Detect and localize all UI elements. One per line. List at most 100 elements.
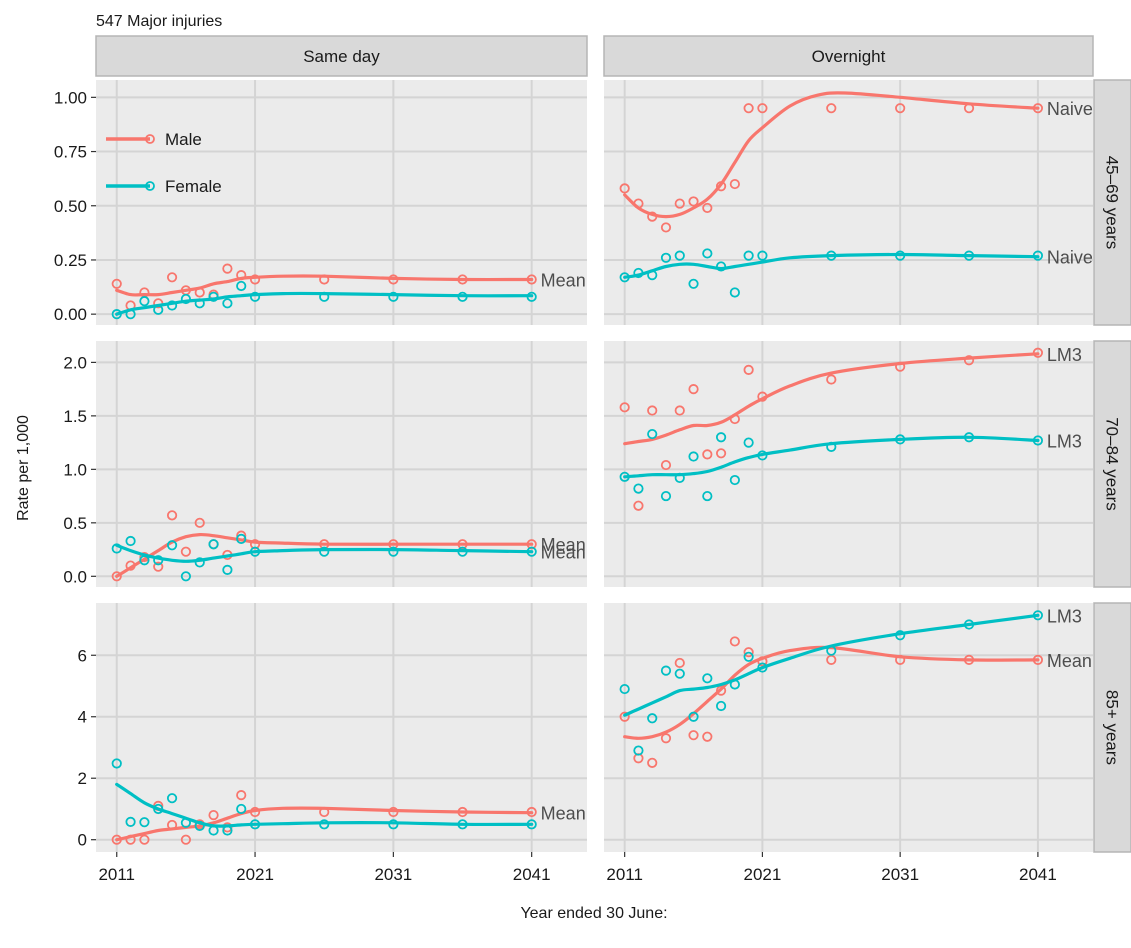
data-point-male: [757, 656, 768, 667]
data-point-female: [194, 557, 205, 568]
data-point-female: [457, 819, 468, 830]
data-point-male: [757, 103, 768, 114]
data-point-male: [249, 274, 261, 285]
data-point-male: [743, 364, 754, 375]
panel-background: [96, 603, 587, 852]
data-point-male: [619, 711, 630, 722]
row-strip-bg: [1093, 602, 1131, 853]
data-point-male: [660, 459, 672, 471]
x-tick-label: 2011: [606, 865, 643, 884]
data-point-female: [702, 248, 713, 259]
data-point-female: [125, 816, 136, 827]
data-point-male: [619, 183, 630, 194]
data-point-female: [743, 651, 754, 662]
data-point-male: [688, 196, 699, 207]
col-strip-label: Overnight: [812, 47, 886, 66]
data-point-female: [633, 745, 644, 756]
data-point-female: [729, 287, 740, 298]
data-point-female: [249, 291, 261, 302]
row-strip-label: 85+ years: [1103, 690, 1122, 765]
data-point-female: [660, 490, 672, 502]
data-point-female: [125, 309, 136, 320]
data-point-male: [702, 449, 713, 460]
data-point-female: [688, 278, 699, 289]
data-point-female: [895, 434, 906, 445]
data-point-female: [166, 300, 178, 311]
data-point-male: [743, 103, 754, 114]
data-point-male: [194, 287, 205, 298]
data-point-male: [111, 278, 122, 289]
smooth-line-male: [115, 274, 534, 297]
data-point-male: [647, 757, 658, 768]
data-point-female: [688, 451, 699, 462]
data-point-female: [236, 533, 247, 544]
smooth-line-male: [115, 806, 534, 842]
panel-background: [604, 80, 1093, 325]
data-point-female: [194, 298, 205, 309]
data-point-female: [895, 250, 906, 261]
y-tick-label: 2: [78, 769, 87, 788]
y-tick-label: 0.50: [54, 197, 87, 216]
data-point-male: [457, 539, 468, 550]
data-point-female: [457, 291, 468, 302]
smooth-line-female: [623, 252, 1040, 279]
row-strip-bg: [1093, 79, 1131, 326]
legend: Male Female: [106, 130, 222, 196]
col-strip-bg: [603, 35, 1094, 77]
data-point-female: [619, 471, 630, 482]
data-point-male: [702, 202, 713, 214]
smooth-line-female: [623, 613, 1040, 717]
data-point-female: [249, 546, 261, 557]
data-point-female: [222, 825, 233, 836]
y-tick-label: 1.0: [63, 460, 87, 479]
data-point-female: [208, 291, 219, 302]
data-point-female: [457, 546, 468, 557]
data-point-male: [319, 274, 330, 285]
data-point-female: [319, 546, 330, 557]
data-point-female: [715, 432, 727, 443]
data-point-female: [757, 250, 768, 261]
data-point-female: [166, 540, 178, 551]
data-point-female: [757, 662, 768, 673]
data-point-female: [208, 539, 219, 550]
legend-label: Male: [165, 130, 202, 149]
data-point-female: [619, 272, 630, 283]
data-point-female: [826, 250, 837, 261]
smooth-line-male: [623, 91, 1040, 219]
legend-key-point: [145, 134, 155, 144]
data-point-male: [139, 834, 150, 845]
data-point-female: [166, 793, 178, 804]
panel-background: [96, 80, 587, 325]
data-point-female: [715, 261, 727, 272]
data-point-female: [139, 555, 150, 566]
panels-layer: Same day Overnight 45–69 years 70–84 years 8…: [54, 35, 1131, 884]
data-point-male: [236, 790, 247, 801]
x-axis-title: Year ended 30 June:: [520, 905, 667, 922]
data-point-female: [319, 291, 330, 302]
data-point-female: [729, 679, 740, 690]
data-point-male: [319, 806, 330, 818]
data-point-female: [526, 819, 537, 830]
data-point-male: [125, 560, 136, 571]
data-point-male: [743, 647, 754, 658]
data-point-male: [1032, 103, 1044, 114]
data-point-female: [111, 543, 122, 554]
series-end-label: Mean: [541, 535, 586, 555]
col-strip-label: Same day: [303, 47, 380, 66]
data-point-male: [166, 272, 178, 283]
data-point-male: [166, 819, 178, 831]
data-point-male: [526, 539, 537, 550]
series-end-label: Mean: [541, 543, 586, 563]
data-point-male: [166, 510, 178, 521]
data-point-female: [757, 450, 768, 461]
data-point-male: [895, 103, 906, 114]
y-tick-label: 1.5: [63, 407, 87, 426]
data-point-female: [743, 437, 754, 448]
x-tick-label: 2021: [236, 865, 274, 884]
series-end-label: Naive: [1047, 99, 1093, 119]
data-point-female: [1032, 610, 1044, 621]
data-point-female: [222, 298, 233, 309]
data-point-female: [633, 483, 644, 494]
data-point-male: [674, 657, 685, 669]
y-tick-label: 4: [78, 708, 87, 727]
